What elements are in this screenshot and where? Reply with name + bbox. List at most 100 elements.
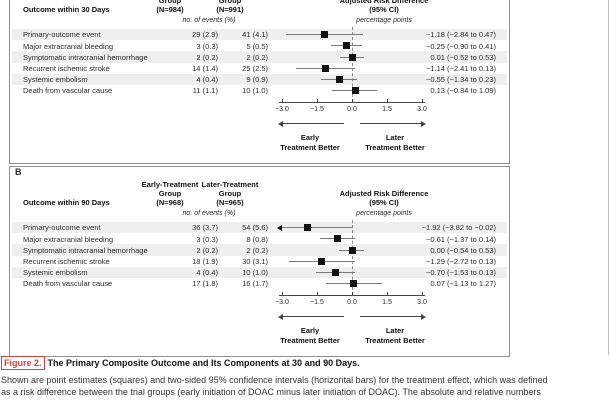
early-group-header: Early-Treatment: [141, 180, 199, 189]
point-estimate-square: [321, 64, 329, 72]
point-estimate-square: [332, 268, 340, 276]
point-estimate-square: [321, 31, 328, 39]
early-events-cell: 3 (0.3): [196, 234, 218, 244]
early-events-cell: 2 (0.2): [196, 245, 218, 255]
x-axis-tick: [422, 99, 423, 102]
left-direction-label-line: Treatment Better: [280, 142, 340, 152]
point-estimate-square: [350, 280, 358, 288]
row-stripe: [12, 51, 507, 63]
early-group-header: (N=984): [156, 5, 184, 14]
outcome-label: Primary-outcome event: [23, 30, 101, 40]
later-events-cell: 30 (3.1): [242, 257, 268, 266]
x-axis-tick: [352, 292, 353, 295]
effect-header: Adjusted Risk Difference: [339, 189, 429, 198]
risk-difference-value: −0.25 (−0.90 to 0.41): [425, 41, 496, 51]
zero-reference-line: [352, 220, 353, 295]
right-direction-label: Later Treatment Better: [340, 133, 450, 152]
early-events-cell: 11 (1.1): [192, 86, 218, 96]
early-events-cell: 4 (0.4): [196, 268, 218, 278]
risk-difference-value: −0.55 (−1.34 to 0.23): [425, 75, 496, 85]
point-estimate-square: [318, 257, 326, 265]
risk-difference-value: −0.70 (−1.53 to 0.13): [425, 268, 496, 278]
page-column-rule: [608, 0, 609, 355]
x-tick-label: −1.5: [310, 106, 324, 113]
figure-caption-body: Shown are point estimates (squares) and …: [1, 375, 609, 398]
early-events-cell: 3 (0.3): [196, 41, 218, 51]
right-direction-label-line: Treatment Better: [365, 142, 425, 152]
outcome-label: Systemic embolism: [23, 75, 88, 85]
x-tick-label: −1.5: [310, 299, 324, 306]
later-group-header: Later-Treatment: [201, 180, 259, 189]
point-estimate-square: [342, 42, 350, 50]
right-direction-label-line: Treatment Better: [365, 335, 425, 345]
risk-difference-value: −1.29 (−2.72 to 0.13): [425, 257, 496, 266]
later-events-cell: 41 (4.1): [242, 30, 268, 40]
x-axis-tick: [282, 292, 283, 295]
events-unit-label: no. of events (%): [182, 17, 236, 24]
outcome-label: Primary-outcome event: [23, 223, 101, 233]
left-arrow-head-icon: [278, 313, 283, 320]
right-direction-label: Later Treatment Better: [340, 326, 450, 345]
row-stripe: [12, 73, 507, 85]
risk-difference-value: 0.00 (−0.54 to 0.53): [430, 245, 496, 255]
outcome-label: Recurrent ischemic stroke: [23, 64, 110, 73]
early-events-cell: 2 (0.2): [196, 52, 218, 62]
early-events-cell: 36 (3.7): [192, 223, 218, 233]
effect-unit-label: percentage points: [356, 17, 412, 24]
ci-bar: [282, 227, 352, 229]
later-group-header: (N=965): [216, 198, 244, 207]
early-group-header: (N=968): [156, 198, 184, 207]
x-tick-label: −3.0: [275, 106, 289, 113]
early-events-cell: 14 (1.4): [192, 64, 218, 73]
x-tick-label: 3.0: [417, 106, 427, 113]
effect-header: (95% CI): [369, 5, 399, 14]
right-direction-label-line: Later: [385, 133, 405, 142]
events-unit-label: no. of events (%): [182, 210, 236, 217]
figure-caption-heading: Figure 2. The Primary Composite Outcome a…: [1, 356, 607, 370]
point-estimate-square: [348, 53, 356, 61]
left-direction-label: Early Treatment Better: [255, 326, 365, 345]
later-events-cell: 25 (2.5): [242, 64, 268, 73]
outcome-label: Death from vascular cause: [23, 86, 113, 96]
later-events-cell: 10 (1.0): [242, 86, 268, 96]
point-estimate-square: [334, 235, 342, 243]
risk-difference-value: −1.92 (−3.82 to −0.02): [421, 223, 496, 233]
outcome-label: Death from vascular cause: [23, 279, 113, 289]
row-stripe: [12, 29, 507, 41]
x-axis-tick: [317, 292, 318, 295]
risk-difference-value: 0.13 (−0.84 to 1.09): [430, 86, 496, 96]
x-tick-label: 0.0: [347, 106, 357, 113]
later-events-cell: 16 (1.7): [242, 279, 268, 289]
x-axis-tick: [387, 292, 388, 295]
right-arrow-line: [360, 123, 421, 124]
point-estimate-square: [351, 87, 359, 95]
figure-link[interactable]: Figure 2.: [1, 356, 45, 370]
outcome-column-header: Outcome within 90 Days: [23, 198, 110, 207]
x-tick-label: −3.0: [275, 299, 289, 306]
left-direction-label-line: Early: [300, 133, 320, 142]
right-direction-label-line: Later: [385, 326, 405, 335]
outcome-label: Symptomatic intracranial hemorrhage: [23, 245, 148, 255]
risk-difference-value: 0.07 (−1.13 to 1.27): [430, 279, 496, 289]
early-group-header: Group: [158, 0, 182, 5]
left-direction-label-line: Early: [300, 326, 320, 335]
risk-difference-value: −1.18 (−2.84 to 0.47): [425, 30, 496, 40]
panel-label-b: B: [15, 167, 22, 177]
risk-difference-value: −1.14 (−2.41 to 0.13): [425, 64, 496, 73]
outcome-label: Recurrent ischemic stroke: [23, 257, 110, 266]
ci-clip-arrow-left-icon: [277, 224, 282, 231]
risk-difference-value: −0.61 (−1.37 to 0.14): [425, 234, 496, 244]
x-tick-label: 3.0: [417, 299, 427, 306]
x-axis-tick: [352, 99, 353, 102]
early-events-cell: 18 (1.9): [192, 257, 218, 266]
later-group-header: Group: [218, 0, 242, 5]
right-arrow-head-icon: [421, 120, 426, 127]
risk-difference-value: 0.01 (−0.52 to 0.53): [430, 52, 496, 62]
later-events-cell: 10 (1.0): [242, 268, 268, 278]
later-events-cell: 2 (0.2): [246, 245, 268, 255]
outcome-label: Major extracranial bleeding: [23, 234, 114, 244]
point-estimate-square: [335, 75, 343, 83]
row-stripe: [12, 222, 507, 234]
early-events-cell: 4 (0.4): [196, 75, 218, 85]
x-axis-tick: [282, 99, 283, 102]
